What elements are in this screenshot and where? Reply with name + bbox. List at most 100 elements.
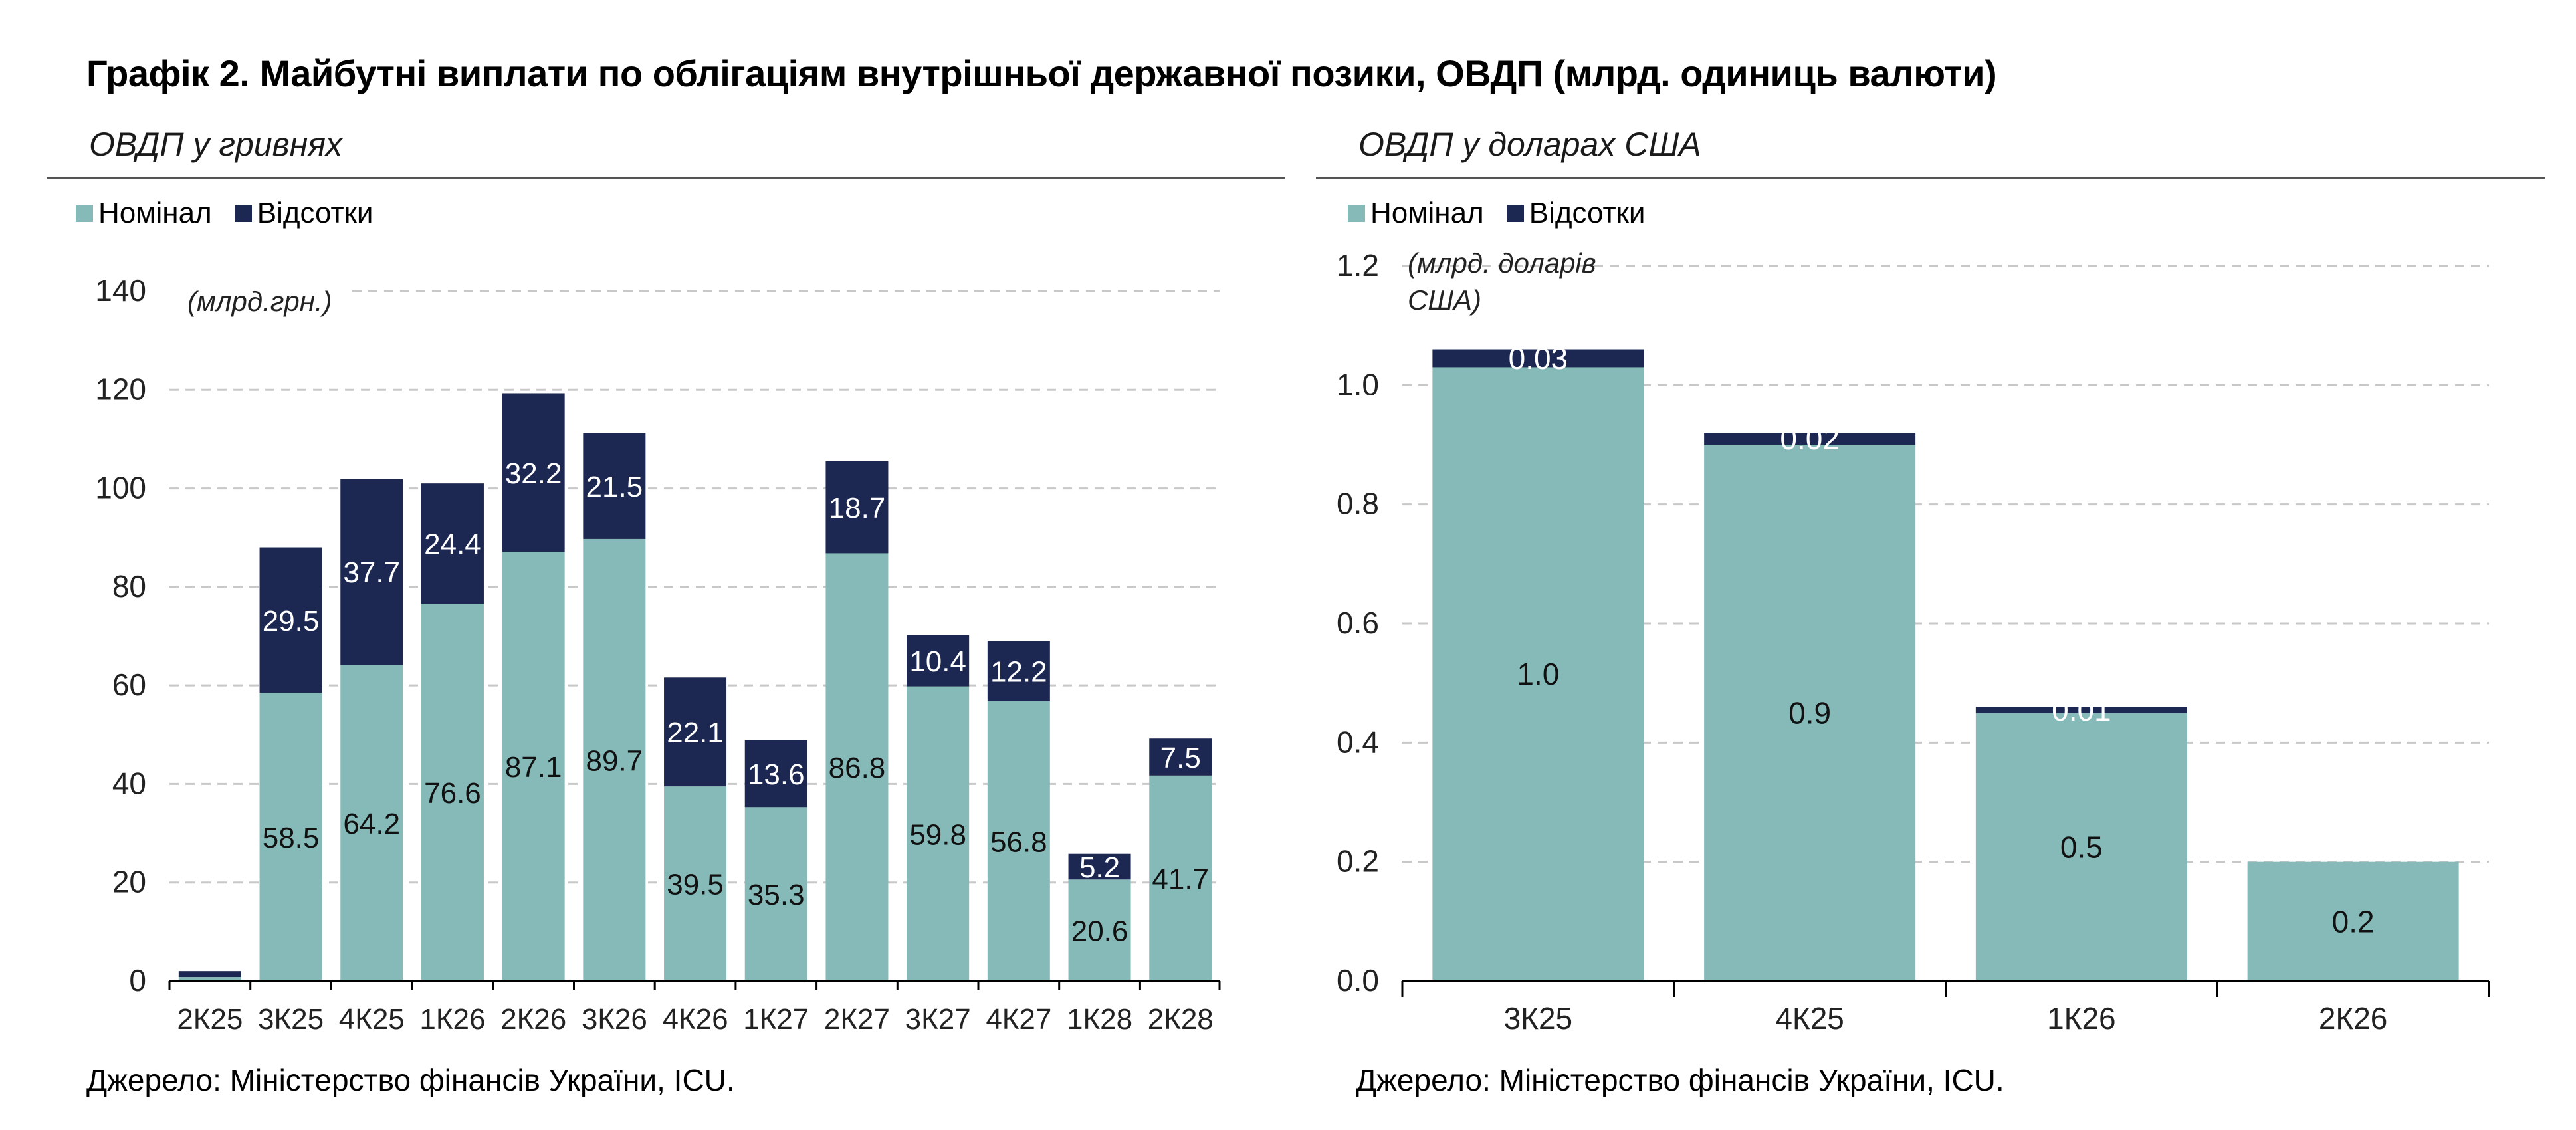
data-label-nominal: 89.7 bbox=[586, 744, 643, 777]
x-tick-label: 4К25 bbox=[1775, 1001, 1844, 1036]
y-tick-label: 0.0 bbox=[1337, 963, 1379, 998]
data-label-interest: 37.7 bbox=[343, 556, 400, 589]
data-label-interest: 12.2 bbox=[990, 656, 1047, 689]
data-label-interest: 10.4 bbox=[909, 645, 966, 678]
data-label-interest: 0.02 bbox=[1780, 421, 1840, 456]
bar-nominal bbox=[1704, 445, 1916, 981]
bar-interest bbox=[340, 479, 403, 665]
y-tick-label: 100 bbox=[95, 471, 146, 505]
figure-title: Графік 2. Майбутні виплати по облігаціям… bbox=[86, 53, 1997, 94]
data-label-nominal: 58.5 bbox=[263, 822, 320, 854]
y-tick-label: 0.8 bbox=[1337, 487, 1379, 521]
x-tick-label: 2К27 bbox=[824, 1003, 890, 1036]
source-note-usd: Джерело: Міністерство фінансів України, … bbox=[1356, 1063, 2004, 1097]
y-tick-label: 40 bbox=[112, 766, 146, 800]
bar-interest bbox=[1432, 349, 1644, 368]
y-tick-label: 0.4 bbox=[1337, 725, 1379, 759]
x-tick-label: 3К25 bbox=[258, 1003, 324, 1036]
x-tick-label: 3К25 bbox=[1504, 1001, 1573, 1036]
bar-nominal bbox=[421, 604, 484, 981]
y-tick-label: 1.0 bbox=[1337, 367, 1379, 401]
bar-interest bbox=[987, 641, 1050, 701]
data-label-interest: 5.2 bbox=[1079, 851, 1120, 884]
legend-swatch-interest bbox=[234, 205, 252, 222]
legend-label-nominal: Номінал bbox=[98, 197, 212, 229]
bar-nominal bbox=[1068, 879, 1131, 981]
chart-uah: 0 20 40 60 80 100 120 140 (млрд.грн.) 2К25 58.5 29.… bbox=[95, 273, 1221, 1036]
bar-nominal bbox=[583, 538, 646, 981]
data-label-nominal: 86.8 bbox=[829, 752, 886, 784]
data-label-nominal: 0.9 bbox=[1788, 696, 1831, 731]
unit-note: (млрд.грн.) bbox=[187, 286, 332, 317]
x-tick-label: 1К27 bbox=[743, 1003, 809, 1036]
bar-interest bbox=[1068, 853, 1131, 880]
y-tick-label: 20 bbox=[112, 865, 146, 899]
y-tick-label: 80 bbox=[112, 569, 146, 604]
data-label-interest: 13.6 bbox=[748, 758, 805, 791]
panel-divider-uah bbox=[47, 177, 1285, 179]
y-tick-label: 120 bbox=[95, 372, 146, 406]
bar-interest bbox=[744, 740, 807, 808]
data-label-nominal: 0.2 bbox=[2332, 904, 2375, 939]
legend-uah: Номінал Відсотки bbox=[76, 197, 396, 230]
x-tick-label: 4К26 bbox=[663, 1003, 728, 1036]
data-label-nominal: 87.1 bbox=[505, 751, 562, 784]
bar-interest bbox=[664, 677, 727, 787]
data-label-interest: 21.5 bbox=[586, 471, 643, 503]
panel-divider-usd bbox=[1316, 177, 2545, 179]
legend-swatch-interest bbox=[1506, 205, 1524, 222]
bar-interest bbox=[178, 971, 241, 978]
legend-label-interest: Відсотки bbox=[257, 197, 374, 229]
legend-usd: Номінал Відсотки bbox=[1348, 197, 1668, 230]
x-tick-label: 4К27 bbox=[986, 1003, 1051, 1036]
panel-title-uah: ОВДП у гривнях bbox=[89, 126, 342, 163]
bar-interest bbox=[583, 433, 646, 539]
panel-title-usd: ОВДП у доларах США bbox=[1358, 126, 1701, 163]
bar-nominal bbox=[2247, 861, 2459, 981]
data-label-nominal: 64.2 bbox=[343, 808, 400, 840]
y-tick-label: 140 bbox=[95, 273, 146, 308]
x-tick-label: 1К26 bbox=[419, 1003, 485, 1036]
bar-nominal bbox=[744, 807, 807, 981]
x-tick-label: 3К26 bbox=[582, 1003, 647, 1036]
x-tick-label: 3К27 bbox=[905, 1003, 971, 1036]
data-label-nominal: 56.8 bbox=[990, 826, 1047, 858]
data-label-nominal: 39.5 bbox=[667, 869, 724, 901]
unit-note: (млрд. доларів США) bbox=[1408, 247, 1596, 316]
data-label-nominal: 35.3 bbox=[748, 879, 805, 911]
bar-interest bbox=[502, 393, 565, 552]
data-label-interest: 22.1 bbox=[667, 717, 724, 749]
bar-interest bbox=[1975, 707, 2187, 713]
x-tick-label: 1К26 bbox=[2047, 1001, 2116, 1036]
y-tick-label: 0.2 bbox=[1337, 844, 1379, 879]
bar-nominal bbox=[502, 552, 565, 981]
x-tick-label: 2К25 bbox=[177, 1003, 243, 1036]
bar-interest bbox=[1704, 433, 1916, 445]
data-label-interest: 24.4 bbox=[424, 528, 481, 561]
legend-label-interest: Відсотки bbox=[1529, 197, 1646, 229]
bar-interest bbox=[259, 547, 322, 693]
y-tick-label: 1.2 bbox=[1337, 248, 1379, 282]
data-label-interest: 18.7 bbox=[829, 492, 886, 524]
x-tick-label: 2К26 bbox=[500, 1003, 566, 1036]
data-label-nominal: 76.6 bbox=[424, 777, 481, 810]
x-tick-label: 2К26 bbox=[2319, 1001, 2388, 1036]
bar-nominal bbox=[1975, 713, 2187, 981]
bar-interest bbox=[907, 635, 970, 687]
source-note-uah: Джерело: Міністерство фінансів України, … bbox=[86, 1063, 735, 1097]
data-label-nominal: 0.5 bbox=[2060, 830, 2103, 864]
bar-nominal bbox=[907, 686, 970, 981]
data-label-nominal: 41.7 bbox=[1152, 863, 1209, 895]
bar-interest bbox=[1149, 738, 1212, 776]
bar-nominal bbox=[259, 693, 322, 981]
data-label-nominal: 20.6 bbox=[1071, 915, 1128, 948]
bar-nominal bbox=[178, 977, 241, 981]
x-tick-label: 4К25 bbox=[339, 1003, 405, 1036]
bar-nominal bbox=[664, 786, 727, 981]
data-label-interest: 7.5 bbox=[1160, 742, 1201, 774]
data-label-nominal: 1.0 bbox=[1517, 657, 1559, 691]
data-label-nominal: 59.8 bbox=[909, 818, 966, 851]
bar-nominal bbox=[825, 553, 889, 981]
y-tick-label: 0.6 bbox=[1337, 606, 1379, 640]
